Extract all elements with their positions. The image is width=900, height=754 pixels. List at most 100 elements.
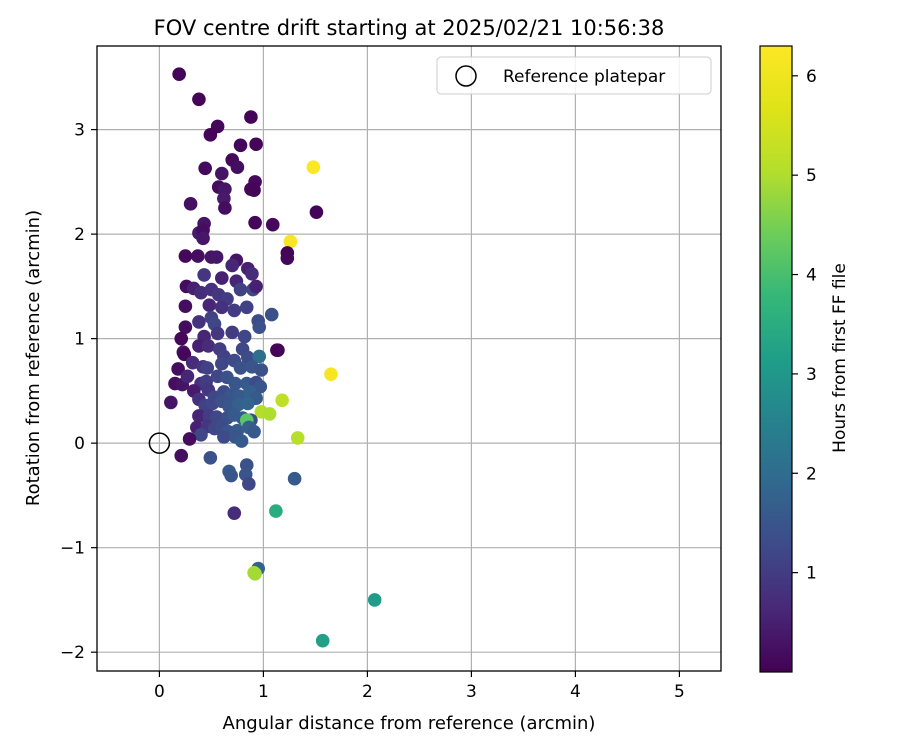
data-point <box>241 396 255 411</box>
data-point <box>265 217 280 232</box>
colorbar-label: Hours from first FF file <box>830 263 850 453</box>
data-point <box>244 110 258 124</box>
data-point <box>315 633 330 648</box>
data-point <box>271 343 285 357</box>
x-tick-label: 3 <box>466 682 477 702</box>
data-point <box>197 268 211 282</box>
data-point <box>215 300 229 315</box>
x-tick-label: 2 <box>362 682 373 702</box>
data-point <box>248 567 262 581</box>
y-tick-label: −2 <box>60 643 85 663</box>
y-axis-label: Rotation from reference (arcmin) <box>23 210 44 506</box>
data-point <box>178 299 193 314</box>
x-axis-ticks: 0 1 2 3 4 5 <box>154 671 685 702</box>
data-point <box>174 448 189 463</box>
legend-label: Reference platepar <box>503 67 665 87</box>
colorbar-tick-label: 3 <box>806 365 817 385</box>
data-point <box>233 361 248 375</box>
data-point <box>177 347 192 362</box>
data-point <box>242 477 256 491</box>
data-point <box>192 92 206 107</box>
data-point <box>248 215 262 230</box>
data-point <box>252 320 267 334</box>
x-tick-label: 0 <box>154 682 165 702</box>
data-point <box>306 160 321 175</box>
colorbar-gradient <box>759 45 793 673</box>
data-point <box>224 468 238 483</box>
data-point <box>275 393 289 408</box>
data-point <box>180 369 195 384</box>
data-point <box>249 137 263 152</box>
data-point <box>245 267 259 281</box>
data-point <box>172 67 186 82</box>
data-point <box>227 303 242 318</box>
y-tick-label: 3 <box>74 121 85 141</box>
data-point <box>194 285 208 300</box>
data-point <box>309 205 324 219</box>
y-tick-label: 2 <box>74 225 85 245</box>
data-point <box>198 161 212 176</box>
data-point <box>253 379 268 394</box>
colorbar-tick-label: 5 <box>806 166 817 186</box>
x-tick-label: 4 <box>570 682 581 702</box>
data-point <box>228 376 243 391</box>
legend: Reference platepar <box>436 56 712 95</box>
data-point <box>171 362 185 376</box>
data-point <box>201 339 216 353</box>
data-point <box>227 506 242 520</box>
data-point <box>164 395 178 410</box>
data-point <box>185 355 200 370</box>
colorbar-tick-label: 6 <box>806 67 817 87</box>
data-point <box>262 407 277 421</box>
data-point <box>280 251 295 265</box>
data-point <box>252 349 267 364</box>
x-tick-label: 5 <box>674 682 685 702</box>
data-point <box>247 424 261 439</box>
data-point <box>230 160 245 175</box>
data-point <box>191 249 205 263</box>
data-point <box>239 300 254 315</box>
data-point <box>367 593 382 607</box>
y-axis-ticks: −2 −1 0 1 2 3 <box>60 121 97 663</box>
data-point <box>283 234 298 249</box>
data-point <box>215 166 229 181</box>
y-tick-label: −1 <box>60 539 85 559</box>
x-axis-label: Angular distance from reference (arcmin) <box>223 713 596 734</box>
data-point <box>217 430 231 444</box>
x-tick-label: 1 <box>258 682 269 702</box>
data-points <box>164 67 382 648</box>
data-point <box>225 258 239 273</box>
data-point <box>192 315 206 329</box>
reference-marker-group <box>148 432 171 454</box>
colorbar: 1 2 3 4 5 6 Hours from first FF file <box>759 45 850 673</box>
colorbar-ticks: 1 2 3 4 5 6 <box>792 67 817 584</box>
data-point <box>269 504 283 518</box>
y-tick-label: 0 <box>74 434 85 454</box>
data-point <box>215 356 229 371</box>
data-point <box>182 432 197 446</box>
data-point <box>178 249 193 263</box>
data-point <box>202 298 217 312</box>
colorbar-tick-label: 1 <box>806 564 817 584</box>
data-point <box>209 250 224 264</box>
data-point <box>200 361 215 375</box>
data-point <box>192 339 206 353</box>
data-point <box>237 329 252 344</box>
data-point <box>247 183 261 198</box>
colorbar-tick-label: 2 <box>806 464 817 484</box>
legend-marker-icon <box>455 65 477 87</box>
y-tick-label: 1 <box>74 330 85 350</box>
data-point <box>264 307 279 322</box>
data-point <box>215 271 229 285</box>
data-point <box>249 279 263 294</box>
data-point <box>203 128 218 142</box>
data-point <box>178 320 193 334</box>
data-point <box>290 431 305 445</box>
data-point <box>287 471 302 486</box>
chart-title: FOV centre drift starting at 2025/02/21 … <box>154 16 665 40</box>
data-point <box>324 367 338 381</box>
data-point <box>234 434 249 448</box>
colorbar-tick-label: 4 <box>806 266 817 286</box>
